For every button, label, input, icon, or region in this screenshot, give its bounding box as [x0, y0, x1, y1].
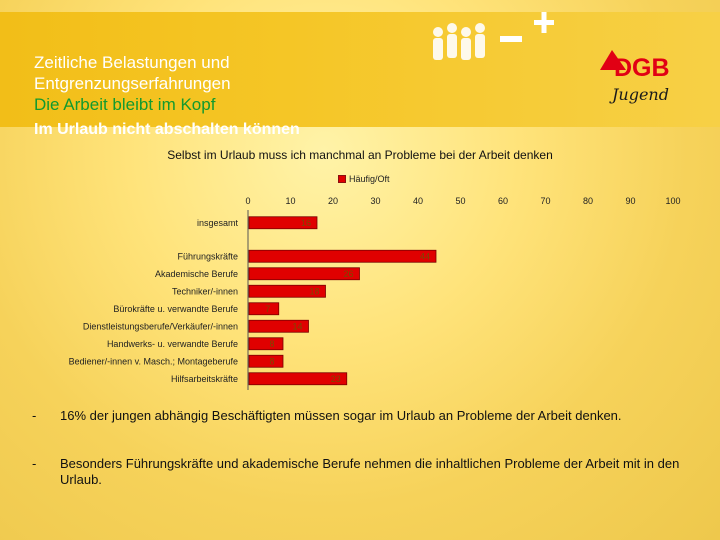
chart-legend: Häufig/Oft	[338, 174, 390, 184]
category-label: Dienstleistungsberufe/Verkäufer/-innen	[83, 321, 238, 331]
x-tick-label: 100	[665, 196, 680, 206]
bullet-1-text: 16% der jungen abhängig Beschäftigten mü…	[60, 408, 622, 423]
dgb-jugend-logo: DGB Jugend	[592, 48, 702, 110]
minus-plus-icon	[500, 12, 554, 42]
logo-text: DGB	[614, 54, 670, 82]
x-tick-label: 20	[328, 196, 338, 206]
data-label: 26	[343, 269, 353, 279]
legend-swatch	[338, 175, 346, 183]
category-label: insgesamt	[197, 218, 239, 228]
logo-script: Jugend	[609, 85, 669, 104]
x-tick-label: 0	[245, 196, 250, 206]
data-label: 7	[265, 304, 270, 314]
x-tick-label: 10	[285, 196, 295, 206]
category-label: Hilfsarbeitskräfte	[171, 374, 238, 384]
title-green: Die Arbeit bleibt im Kopf	[34, 95, 216, 114]
data-label: 44	[420, 251, 430, 261]
x-tick-label: 80	[583, 196, 593, 206]
x-tick-label: 70	[540, 196, 550, 206]
bar	[248, 216, 318, 230]
category-label: Bürokräfte u. verwandte Berufe	[113, 304, 238, 314]
bar	[248, 337, 284, 351]
bar	[248, 319, 309, 333]
legend-label: Häufig/Oft	[349, 174, 390, 184]
bar	[248, 267, 360, 281]
bar	[248, 302, 280, 316]
category-label: Führungskräfte	[177, 251, 238, 261]
category-label: Akademische Berufe	[155, 269, 238, 279]
subtitle: Im Urlaub nicht abschalten können	[34, 121, 300, 138]
bar	[248, 354, 284, 368]
data-label: 8	[269, 339, 274, 349]
bar	[248, 249, 437, 263]
x-tick-label: 40	[413, 196, 423, 206]
people-icon	[433, 23, 485, 60]
header-band	[0, 12, 720, 127]
page-title: Zeitliche Belastungen und Entgrenzungser…	[34, 53, 231, 93]
x-tick-label: 90	[625, 196, 635, 206]
x-tick-label: 50	[455, 196, 465, 206]
x-tick-label: 60	[498, 196, 508, 206]
category-label: Bediener/-innen v. Masch.; Montageberufe	[69, 356, 238, 366]
data-label: 14	[292, 321, 302, 331]
data-label: 18	[309, 286, 319, 296]
bar	[248, 372, 348, 386]
data-label: 23	[331, 374, 341, 384]
data-label: 16	[301, 218, 311, 228]
category-label: Handwerks- u. verwandte Berufe	[107, 339, 238, 349]
bullet-2-text: Besonders Führungskräfte und akademische…	[60, 456, 680, 487]
chart-title: Selbst im Urlaub muss ich manchmal an Pr…	[167, 148, 553, 162]
category-label: Techniker/-innen	[172, 286, 238, 296]
x-tick-label: 30	[370, 196, 380, 206]
data-label: 8	[269, 356, 274, 366]
bar	[248, 284, 326, 298]
